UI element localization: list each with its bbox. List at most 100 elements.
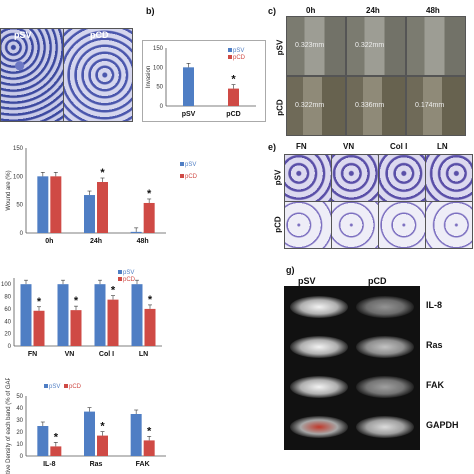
wound-width-measure: 0.323mm xyxy=(295,42,325,49)
x-tick-label: FN xyxy=(28,351,37,358)
blot-band xyxy=(356,376,414,398)
legend-swatch xyxy=(118,270,122,274)
adhesion-image xyxy=(425,201,473,249)
y-tick-label: 20 xyxy=(4,332,11,338)
significance-star: * xyxy=(147,188,152,200)
bar-pcd xyxy=(70,310,82,346)
adhesion-image xyxy=(378,154,426,202)
x-tick-label: 24h xyxy=(90,238,102,245)
wound-width-measure: 0.322mm xyxy=(355,42,385,49)
invasion-image-psv xyxy=(0,28,64,122)
panel-b-frame xyxy=(142,40,266,122)
y-tick-label: 0 xyxy=(8,344,12,350)
y-axis-label: Relative Density of each band (% of GAPD… xyxy=(6,378,12,474)
x-tick-label: LN xyxy=(139,351,148,358)
x-tick-label: FAK xyxy=(136,461,150,468)
y-tick-label: 30 xyxy=(16,418,23,424)
bar-psv xyxy=(84,411,95,456)
chart-d: 150 100 50 0 Wound are (%) 0h * 24h * 48h pSV pCD xyxy=(6,146,198,245)
y-tick-label: 0 xyxy=(20,231,24,237)
y-axis-label: Wound are (%) xyxy=(6,170,12,210)
y-tick-label: 150 xyxy=(153,46,164,52)
blot-lane-label: pCD xyxy=(368,276,387,286)
chart-h: 50 40 30 20 10 0 Relative Density of each band… xyxy=(6,378,166,474)
adhesion-col-label: VN xyxy=(343,142,355,151)
adhesion-image xyxy=(284,154,332,202)
invasion-image-pcd xyxy=(63,28,133,122)
x-tick-label: 0h xyxy=(45,238,53,245)
y-tick-label: 80 xyxy=(4,295,11,301)
significance-star: * xyxy=(147,425,152,437)
significance-star: * xyxy=(37,296,42,308)
blot-band xyxy=(290,296,348,318)
wound-col-label: 24h xyxy=(366,6,380,15)
wound-col-label: 0h xyxy=(306,6,316,15)
legend-swatch xyxy=(118,277,122,281)
adhesion-image xyxy=(331,201,379,249)
legend-label: pCD xyxy=(185,174,198,180)
wound-image: 0.336mm xyxy=(346,76,406,136)
panel-c-label: c) xyxy=(268,6,277,16)
bar-pcd xyxy=(33,310,45,346)
y-tick-label: 100 xyxy=(1,282,12,288)
significance-star: * xyxy=(100,421,105,433)
y-tick-label: 150 xyxy=(13,146,24,152)
panel-b-label: b) xyxy=(146,6,155,16)
wound-image: 0.323mm xyxy=(286,16,346,76)
y-tick-label: 40 xyxy=(16,406,23,412)
blot-band-label: Ras xyxy=(426,340,443,350)
blot-lane-label: pSV xyxy=(298,276,316,286)
blot-band xyxy=(290,416,348,438)
blot-band-label: FAK xyxy=(426,380,444,390)
y-tick-label: 50 xyxy=(156,85,163,91)
legend-label: pSV xyxy=(233,48,244,54)
wound-row-label: pCD xyxy=(275,99,285,116)
significance-star: * xyxy=(100,167,105,179)
bar-pcd xyxy=(107,299,119,346)
y-tick-label: 0 xyxy=(160,104,164,110)
blot-band xyxy=(356,336,414,358)
x-tick-label: pCD xyxy=(226,111,240,118)
legend-swatch xyxy=(228,48,232,52)
y-tick-label: 0 xyxy=(20,454,24,460)
bar-pcd xyxy=(50,446,62,456)
x-tick-label: pSV xyxy=(182,111,196,118)
adhesion-row-label: pSV xyxy=(273,169,283,186)
bar-psv xyxy=(57,284,69,346)
wound-image: 0.322mm xyxy=(346,16,406,76)
wound-col-label: 48h xyxy=(426,6,440,15)
adhesion-image xyxy=(331,154,379,202)
bar-psv xyxy=(183,67,194,106)
legend-swatch xyxy=(228,55,232,59)
wound-width-measure: 0.322mm xyxy=(295,102,325,109)
legend-label: pSV xyxy=(123,270,134,276)
panel-a-psv-label: pSV xyxy=(14,30,32,40)
x-tick-label: Col I xyxy=(99,351,114,358)
blot-band-label: GAPDH xyxy=(426,420,459,430)
legend-label: pSV xyxy=(185,162,196,168)
y-tick-label: 50 xyxy=(16,394,23,400)
wound-image xyxy=(406,16,466,76)
bar-pcd xyxy=(228,88,239,106)
adhesion-image xyxy=(378,201,426,249)
wound-image: 0.174mm xyxy=(406,76,466,136)
y-tick-label: 40 xyxy=(4,319,11,325)
bar-psv xyxy=(131,284,143,346)
bar-psv xyxy=(84,195,95,233)
legend-label: pCD xyxy=(233,55,246,61)
y-tick-label: 10 xyxy=(16,442,23,448)
legend-swatch xyxy=(44,384,48,388)
bar-pcd xyxy=(144,308,156,346)
legend-swatch xyxy=(64,384,68,388)
significance-star: * xyxy=(74,295,79,307)
bar-psv xyxy=(130,231,142,233)
blot-band xyxy=(356,296,414,318)
bar-psv xyxy=(130,414,142,456)
panel-g-label: g) xyxy=(286,265,295,275)
x-tick-label: Ras xyxy=(90,461,103,468)
blot-band xyxy=(290,336,348,358)
legend-label: pCD xyxy=(69,384,82,390)
y-tick-label: 100 xyxy=(153,65,164,71)
adhesion-col-label: Col I xyxy=(390,142,408,151)
